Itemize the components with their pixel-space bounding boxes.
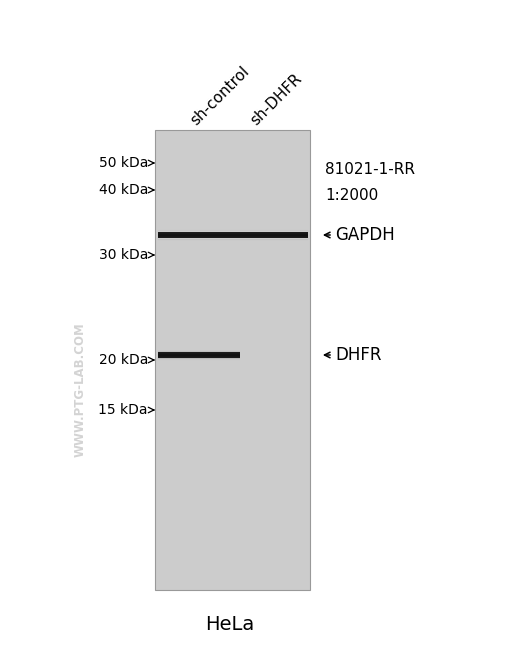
Bar xyxy=(158,352,240,358)
Text: sh-DHFR: sh-DHFR xyxy=(247,71,304,128)
Text: 1:2000: 1:2000 xyxy=(325,188,378,202)
Text: 15 kDa: 15 kDa xyxy=(98,403,148,417)
Text: sh-control: sh-control xyxy=(187,64,252,128)
Text: GAPDH: GAPDH xyxy=(335,226,395,244)
Text: 40 kDa: 40 kDa xyxy=(99,183,148,197)
Bar xyxy=(155,130,310,590)
Text: DHFR: DHFR xyxy=(335,346,382,364)
Text: 30 kDa: 30 kDa xyxy=(99,248,148,262)
Bar xyxy=(158,232,308,238)
Text: WWW.PTG-LAB.COM: WWW.PTG-LAB.COM xyxy=(74,323,87,458)
Text: 20 kDa: 20 kDa xyxy=(99,353,148,367)
Text: HeLa: HeLa xyxy=(205,615,254,634)
Text: 81021-1-RR: 81021-1-RR xyxy=(325,163,415,178)
Text: 50 kDa: 50 kDa xyxy=(99,156,148,170)
